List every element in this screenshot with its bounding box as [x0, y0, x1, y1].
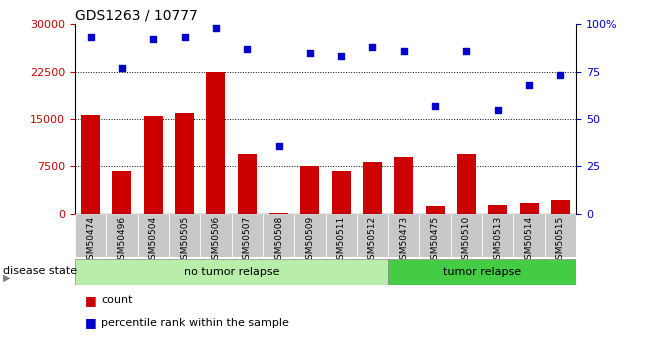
Text: ■: ■ — [85, 316, 96, 329]
Bar — [363, 162, 382, 214]
Point — [148, 37, 158, 42]
Text: GSM50511: GSM50511 — [337, 216, 346, 265]
Text: GSM50505: GSM50505 — [180, 216, 189, 265]
Bar — [450, 214, 482, 257]
Text: count: count — [101, 295, 132, 305]
Bar — [263, 214, 294, 257]
Bar — [75, 214, 106, 257]
Text: GDS1263 / 10777: GDS1263 / 10777 — [75, 9, 198, 23]
Bar — [144, 116, 163, 214]
Text: GSM50514: GSM50514 — [525, 216, 534, 265]
Text: GSM50507: GSM50507 — [243, 216, 252, 265]
Point — [398, 48, 409, 53]
Bar — [551, 200, 570, 214]
Bar — [388, 214, 419, 257]
Text: GSM50508: GSM50508 — [274, 216, 283, 265]
Bar — [232, 214, 263, 257]
Text: GSM50506: GSM50506 — [212, 216, 220, 265]
Bar — [113, 171, 132, 214]
Text: GSM50515: GSM50515 — [556, 216, 565, 265]
Point — [242, 46, 253, 51]
Point — [117, 65, 127, 70]
Point — [430, 103, 440, 108]
Bar — [81, 115, 100, 214]
Bar — [238, 154, 256, 214]
Text: GSM50474: GSM50474 — [86, 216, 95, 265]
Point — [85, 34, 96, 40]
Point — [462, 48, 472, 53]
Bar — [175, 113, 194, 214]
Bar — [519, 203, 538, 214]
Point — [367, 44, 378, 50]
Text: no tumor relapse: no tumor relapse — [184, 267, 279, 277]
Text: GSM50504: GSM50504 — [148, 216, 158, 265]
Text: ■: ■ — [85, 294, 96, 307]
Bar — [206, 71, 225, 214]
Point — [493, 107, 503, 112]
Text: GSM50512: GSM50512 — [368, 216, 377, 265]
Text: GSM50473: GSM50473 — [399, 216, 408, 265]
Text: disease state: disease state — [3, 266, 77, 276]
Text: GSM50509: GSM50509 — [305, 216, 314, 265]
Bar — [332, 171, 351, 214]
Bar — [326, 214, 357, 257]
Bar — [545, 214, 576, 257]
Text: GSM50496: GSM50496 — [117, 216, 126, 265]
Bar — [395, 157, 413, 214]
Point — [305, 50, 315, 55]
Text: percentile rank within the sample: percentile rank within the sample — [101, 318, 289, 327]
Text: GSM50510: GSM50510 — [462, 216, 471, 265]
Bar — [137, 214, 169, 257]
Bar — [201, 214, 232, 257]
Point — [273, 143, 284, 148]
Point — [336, 53, 346, 59]
Bar — [294, 214, 326, 257]
Bar — [106, 214, 137, 257]
Text: GSM50513: GSM50513 — [493, 216, 503, 265]
Point — [555, 72, 566, 78]
Text: GSM50475: GSM50475 — [431, 216, 439, 265]
Bar — [269, 213, 288, 214]
Bar — [482, 214, 514, 257]
Bar — [301, 166, 319, 214]
Bar — [426, 206, 445, 214]
Text: tumor relapse: tumor relapse — [443, 267, 521, 277]
Point — [524, 82, 534, 88]
Point — [211, 25, 221, 31]
Point — [179, 34, 189, 40]
Bar — [419, 214, 450, 257]
Bar — [169, 214, 201, 257]
Bar — [388, 259, 576, 285]
Bar — [357, 214, 388, 257]
Bar — [75, 259, 388, 285]
Bar — [488, 205, 507, 214]
Bar — [514, 214, 545, 257]
Bar — [457, 154, 476, 214]
Text: ▶: ▶ — [3, 273, 11, 282]
